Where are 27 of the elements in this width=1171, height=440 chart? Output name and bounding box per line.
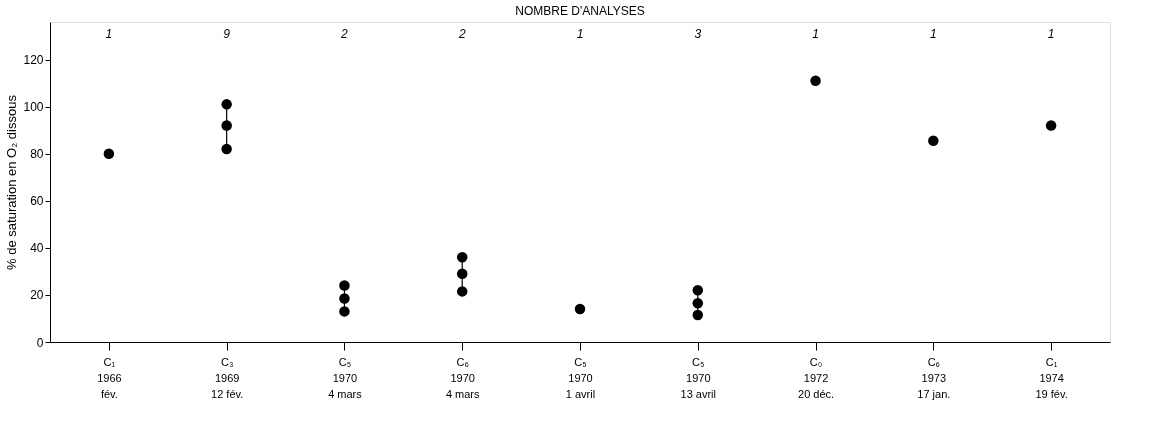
y-tick-label: 0 — [36, 335, 44, 350]
y-tick-label: 120 — [23, 53, 44, 68]
annotation: 1 — [576, 27, 584, 41]
y-tick-label: 40 — [30, 241, 44, 256]
annotation: 3 — [694, 27, 702, 41]
y-tick-label: 80 — [30, 147, 44, 162]
annotation: 1 — [929, 27, 937, 41]
annotation: 1 — [105, 27, 113, 41]
x-tick-label: C₅ 1970 1 avril — [565, 355, 596, 400]
x-tick-label: C₃ 1969 12 fév. — [211, 355, 244, 400]
y-tick-label: 20 — [30, 288, 44, 303]
y-tick-label: 100 — [23, 100, 44, 115]
y-tick-label: 60 — [30, 194, 44, 209]
x-tick-label: C₅ 1970 4 mars — [328, 355, 363, 400]
chart-title: NOMBRE D'ANALYSES — [515, 4, 645, 18]
annotation: 9 — [223, 27, 231, 41]
x-tick-label: C₆ 1973 17 jan. — [917, 355, 951, 400]
annotation: 2 — [340, 27, 349, 41]
annotation: 1 — [1047, 27, 1055, 41]
x-tick-label: C₆ 1970 4 mars — [445, 355, 481, 400]
x-tick-label: C₁ 1966 fév. — [97, 355, 122, 400]
x-tick-label: C₅ 1970 13 avril — [680, 355, 717, 400]
annotation: 2 — [457, 27, 466, 41]
x-tick-label: C₁ 1974 19 fév. — [1035, 355, 1068, 400]
y-axis-title: % de saturation en O₂ dissous — [4, 94, 20, 270]
annotation: 1 — [812, 27, 819, 41]
x-tick-label: C₀ 1972 20 déc. — [798, 355, 835, 400]
